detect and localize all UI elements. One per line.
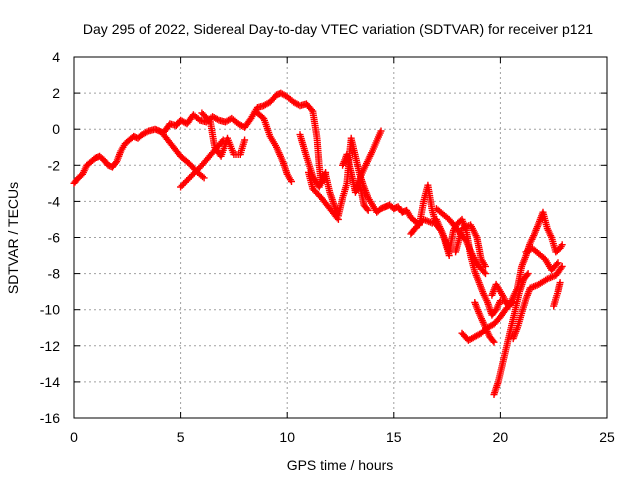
data-point bbox=[322, 169, 330, 176]
data-point bbox=[445, 252, 453, 259]
data-point bbox=[363, 205, 371, 213]
data-point bbox=[213, 115, 221, 123]
chart-title: Day 295 of 2022, Sidereal Day-to-day VTE… bbox=[83, 21, 593, 37]
x-axis-label: GPS time / hours bbox=[287, 457, 394, 473]
x-tick-label: 20 bbox=[493, 429, 509, 445]
data-point bbox=[556, 279, 564, 287]
y-tick-label: -2 bbox=[48, 157, 61, 173]
data-point bbox=[200, 174, 208, 182]
data-point bbox=[524, 270, 532, 278]
data-point bbox=[143, 128, 151, 136]
y-axis-label: SDTVAR / TECUs bbox=[5, 182, 21, 294]
data-point bbox=[523, 271, 531, 279]
data-point bbox=[178, 181, 186, 189]
y-tick-label: 0 bbox=[52, 121, 60, 137]
data-point bbox=[288, 178, 295, 185]
data-point bbox=[333, 214, 341, 222]
data-point bbox=[554, 259, 562, 267]
data-point bbox=[482, 262, 489, 270]
data-point bbox=[377, 127, 385, 135]
x-tick-label: 5 bbox=[177, 429, 185, 445]
data-point bbox=[553, 260, 561, 268]
data-point bbox=[180, 180, 188, 188]
data-point bbox=[490, 338, 498, 346]
tick-layer: 0 5 10 15 20 25 -16 -14 -12 -10 -8 -6 -4 -2 0 2 4 bbox=[40, 49, 615, 445]
data-point bbox=[186, 174, 194, 182]
y-tick-label: 2 bbox=[52, 85, 60, 101]
data-point bbox=[308, 106, 315, 114]
data-point bbox=[184, 175, 192, 183]
grid-layer bbox=[74, 57, 607, 418]
x-tick-label: 10 bbox=[279, 429, 295, 445]
data-point bbox=[199, 173, 206, 181]
data-point bbox=[482, 270, 489, 278]
data-point bbox=[558, 262, 566, 270]
y-tick-label: -8 bbox=[48, 266, 61, 282]
data-point bbox=[557, 264, 565, 272]
y-tick-label: -6 bbox=[48, 230, 61, 246]
data-point bbox=[480, 268, 488, 276]
data-point bbox=[489, 337, 497, 345]
y-tick-label: -14 bbox=[40, 374, 60, 390]
x-tick-label: 25 bbox=[599, 429, 615, 445]
data-point bbox=[509, 299, 517, 306]
data-point bbox=[364, 206, 372, 214]
y-tick-label: -4 bbox=[48, 193, 61, 209]
y-tick-label: -10 bbox=[40, 302, 60, 318]
y-tick-label: -12 bbox=[40, 338, 60, 354]
y-tick-label: 4 bbox=[52, 49, 60, 65]
data-point bbox=[241, 136, 249, 144]
data-point bbox=[501, 295, 509, 303]
x-tick-label: 0 bbox=[70, 429, 78, 445]
data-point bbox=[205, 117, 213, 124]
data-series-sdtvar bbox=[70, 89, 566, 398]
x-tick-label: 15 bbox=[386, 429, 402, 445]
data-point bbox=[558, 241, 566, 249]
y-tick-label: -16 bbox=[40, 410, 60, 426]
data-point bbox=[334, 215, 342, 223]
